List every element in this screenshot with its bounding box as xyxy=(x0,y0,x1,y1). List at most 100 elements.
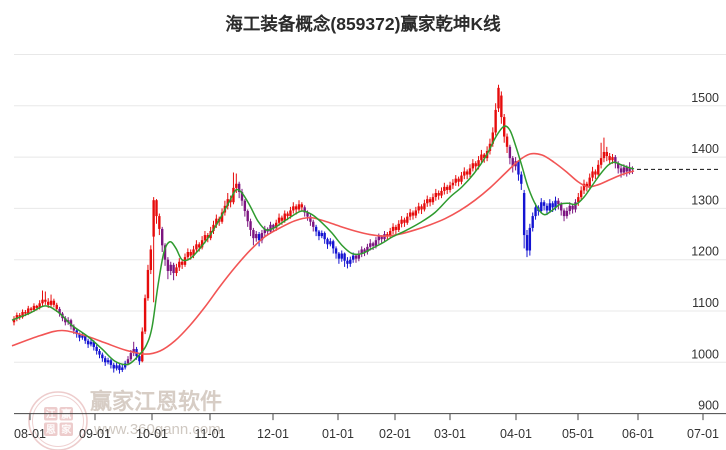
candle-body xyxy=(360,249,363,254)
candle-body xyxy=(64,318,67,323)
candle-body xyxy=(431,197,435,203)
candle-body xyxy=(21,312,24,318)
x-axis-label: 03-01 xyxy=(434,427,466,441)
candle-body xyxy=(480,154,483,161)
candle-body xyxy=(220,212,224,222)
candle-body xyxy=(551,203,554,208)
chart-title: 海工装备概念(859372)赢家乾坤K线 xyxy=(225,14,501,34)
candle-body xyxy=(132,348,135,354)
candle-body xyxy=(434,193,437,198)
candle-body xyxy=(235,183,238,188)
y-axis-label: 1100 xyxy=(692,296,719,310)
candle-body xyxy=(463,171,466,176)
candle-body xyxy=(49,300,53,305)
candle-body xyxy=(294,206,298,210)
candles xyxy=(12,84,634,374)
y-axis-label: 1500 xyxy=(691,91,719,105)
candle-body xyxy=(283,213,286,221)
candle-body xyxy=(508,146,512,159)
candle-body xyxy=(306,212,309,217)
candle-body xyxy=(625,167,628,172)
watermark-logo-char: 恩 xyxy=(46,424,56,436)
candle-body xyxy=(280,217,284,221)
gridlines xyxy=(14,54,726,363)
candle-body xyxy=(152,200,155,237)
candle-body xyxy=(158,216,161,229)
candle-body xyxy=(423,203,426,210)
candle-body xyxy=(252,229,255,239)
candle-body xyxy=(571,205,574,210)
candle-body xyxy=(249,221,252,230)
watermark: 江赢恩 家赢家江恩软件www.360gann.com xyxy=(28,389,222,450)
candle-body xyxy=(377,236,380,241)
candle-body xyxy=(24,312,27,314)
candle-body xyxy=(106,360,110,363)
candle-body xyxy=(443,186,446,191)
candle-body xyxy=(29,308,33,310)
y-axis-label: 1200 xyxy=(691,245,719,259)
ma-slow-line xyxy=(11,152,635,355)
candle-body xyxy=(522,193,526,236)
candle-body xyxy=(237,183,241,192)
candle-body xyxy=(229,199,232,203)
candle-body xyxy=(497,87,500,109)
candle-body xyxy=(354,255,358,259)
candle-body xyxy=(78,334,81,338)
candle-body xyxy=(141,331,144,362)
candle-body xyxy=(440,190,443,196)
candle-body xyxy=(289,210,292,217)
candle-body xyxy=(312,221,315,227)
candle-body xyxy=(72,326,76,331)
candle-body xyxy=(84,335,87,341)
candle-body xyxy=(457,178,460,182)
candle-body xyxy=(75,330,78,335)
candle-body xyxy=(400,219,403,224)
candle-body xyxy=(314,226,318,232)
candle-body xyxy=(545,205,549,211)
candle-body xyxy=(260,233,264,241)
candle-body xyxy=(599,158,603,165)
candle-body xyxy=(292,206,295,211)
candle-body xyxy=(47,301,50,305)
candle-body xyxy=(69,320,73,327)
candle-body xyxy=(38,303,41,308)
candle-body xyxy=(178,261,181,268)
candle-body xyxy=(332,241,335,249)
candle-body xyxy=(198,244,201,248)
candle-body xyxy=(286,213,289,217)
candle-body xyxy=(608,156,611,161)
candle-body xyxy=(109,360,113,365)
candle-body xyxy=(189,252,192,256)
candle-body xyxy=(557,200,560,205)
candle-body xyxy=(320,233,323,237)
candle-body xyxy=(81,335,84,338)
candle-body xyxy=(346,260,349,264)
candle-body xyxy=(300,204,304,208)
candle-body xyxy=(35,305,38,308)
candle-body xyxy=(540,202,543,211)
candle-body xyxy=(477,160,480,167)
candle-body xyxy=(269,224,272,232)
watermark-logo-tile xyxy=(59,422,73,436)
candle-body xyxy=(406,216,409,223)
candle-body xyxy=(574,202,577,210)
candle-body xyxy=(126,359,130,364)
candle-body xyxy=(534,207,537,217)
candle-body xyxy=(560,204,563,211)
x-axis-label: 09-01 xyxy=(79,427,111,441)
candle-body xyxy=(172,264,175,274)
candle-body xyxy=(32,305,36,310)
candle-body xyxy=(18,315,21,318)
y-axis-label: 900 xyxy=(698,399,719,413)
watermark-url-text: www.360gann.com xyxy=(93,421,221,438)
candle-body xyxy=(101,354,104,359)
candle-body xyxy=(371,243,375,246)
candle-body xyxy=(52,300,56,305)
candle-body xyxy=(118,365,121,370)
axes: 08-01 09-01 10-01 11-01 12-01 01-01 02-01 03-01… xyxy=(14,91,726,441)
candle-body xyxy=(86,340,90,345)
x-axis-label: 07-01 xyxy=(687,427,719,441)
candle-body xyxy=(397,223,400,230)
candle-body xyxy=(602,151,606,159)
candle-body xyxy=(255,234,258,239)
